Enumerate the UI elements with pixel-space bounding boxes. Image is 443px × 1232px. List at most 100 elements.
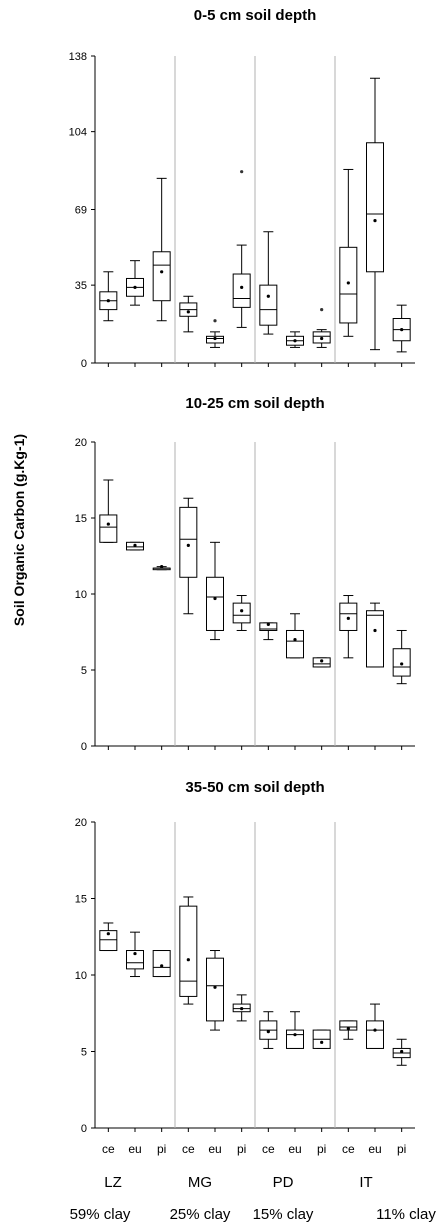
y-tick-label: 104 [69,127,87,139]
box-plot-lz-ce [99,271,118,322]
iqr-box [232,602,251,624]
box-plot-lz-eu [126,541,144,551]
panel-title: 0-5 cm soil depth [194,7,317,24]
site-clay-label: 11% clay [376,1206,436,1223]
y-tick-label: 138 [69,51,87,63]
y-tick-label: 69 [75,205,87,217]
x-category-label: eu [368,1142,381,1156]
outlier-point [213,319,217,323]
x-category-label: pi [237,1142,246,1156]
mean-point [106,522,110,526]
outlier-point [240,170,244,174]
mean-point [320,659,324,663]
x-category-label: pi [157,1142,166,1156]
x-category-label: ce [342,1142,355,1156]
mean-point [240,609,244,613]
x-category-label: eu [208,1142,221,1156]
iqr-box [366,142,384,273]
mean-point [186,543,190,547]
box-plot-pd-eu [286,613,304,659]
site-clay-label: 25% clay [170,1206,231,1223]
mean-point [320,1040,324,1044]
mean-point [213,336,217,341]
mean-point [266,1030,270,1034]
box-plot-pd-eu [286,1011,304,1049]
iqr-box [206,576,224,631]
panel-title: 35-50 cm soil depth [185,779,324,796]
iqr-box [126,950,144,970]
chart-panel: 0-5 cm soil depth 0 35 69 104 138 [69,7,415,370]
y-tick-label: 10 [75,589,87,601]
site-clay-label: 15% clay [253,1206,314,1223]
box-plot-it-pi [392,1038,411,1066]
box-plot-lz-eu [126,931,144,978]
box-plot-mg-eu [206,541,224,641]
box-plot-it-ce [339,1020,358,1040]
x-category-label: eu [128,1142,141,1156]
mean-point [266,622,270,627]
box-plot-lz-pi [152,565,171,571]
mean-point [293,339,297,343]
y-tick-label: 5 [81,665,87,677]
x-category-label: ce [262,1142,275,1156]
iqr-box [286,629,304,659]
box-plot-it-eu [366,602,384,668]
site-name-label: LZ [104,1174,122,1191]
mean-point [106,932,110,936]
x-category-label: eu [288,1142,301,1156]
box-plot-mg-pi [232,170,251,328]
mean-point [160,565,164,569]
box-plot-lz-ce [99,922,118,952]
mean-point [373,628,377,633]
iqr-box [206,957,224,1022]
mean-point [293,638,297,642]
y-axis-label: Soil Organic Carbon (g.Kg-1) [11,434,27,626]
iqr-box [366,1020,384,1049]
mean-point [400,1049,404,1054]
box-plot-mg-ce [179,896,198,1005]
mean-point [213,985,217,989]
x-category-label: ce [102,1142,115,1156]
site-name-label: MG [188,1174,212,1191]
box-plot-it-pi [392,304,411,353]
mean-point [213,596,217,601]
iqr-box [339,246,358,324]
mean-point [346,1026,350,1031]
box-plot-it-ce [339,595,358,659]
box-plot-lz-pi [152,950,171,978]
iqr-box [152,251,171,302]
y-tick-label: 20 [75,437,87,449]
box-plot-lz-pi [152,177,171,322]
box-plot-pd-pi [312,1029,331,1049]
mean-point [186,958,190,962]
panel-title: 10-25 cm soil depth [185,395,324,412]
box-plot-mg-pi [232,994,251,1022]
box-plot-pd-ce [259,1011,278,1049]
x-category-label: ce [182,1142,195,1156]
box-plot-pd-ce [259,622,278,641]
mean-point [320,336,324,341]
box-plot-pd-eu [286,331,304,348]
box-plot-mg-eu [206,319,224,348]
box-plot-mg-eu [206,950,224,1031]
chart-panel: 10-25 cm soil depth 0 5 10 15 20 [75,395,415,753]
y-tick-label: 20 [75,817,87,829]
mean-point [240,285,244,289]
box-plot-it-pi [392,629,411,685]
iqr-box [366,610,384,668]
box-plot-lz-ce [99,479,118,543]
y-tick-label: 35 [75,280,87,292]
y-tick-label: 15 [75,513,87,525]
box-plot-mg-ce [179,295,198,333]
iqr-box [179,905,198,997]
box-plot-pd-pi [312,308,331,348]
mean-point [160,270,164,274]
mean-point [400,328,404,332]
mean-point [133,285,137,289]
box-plot-lz-eu [126,260,144,306]
iqr-box [152,950,171,978]
x-category-label: pi [397,1142,406,1156]
y-tick-label: 15 [75,894,87,906]
